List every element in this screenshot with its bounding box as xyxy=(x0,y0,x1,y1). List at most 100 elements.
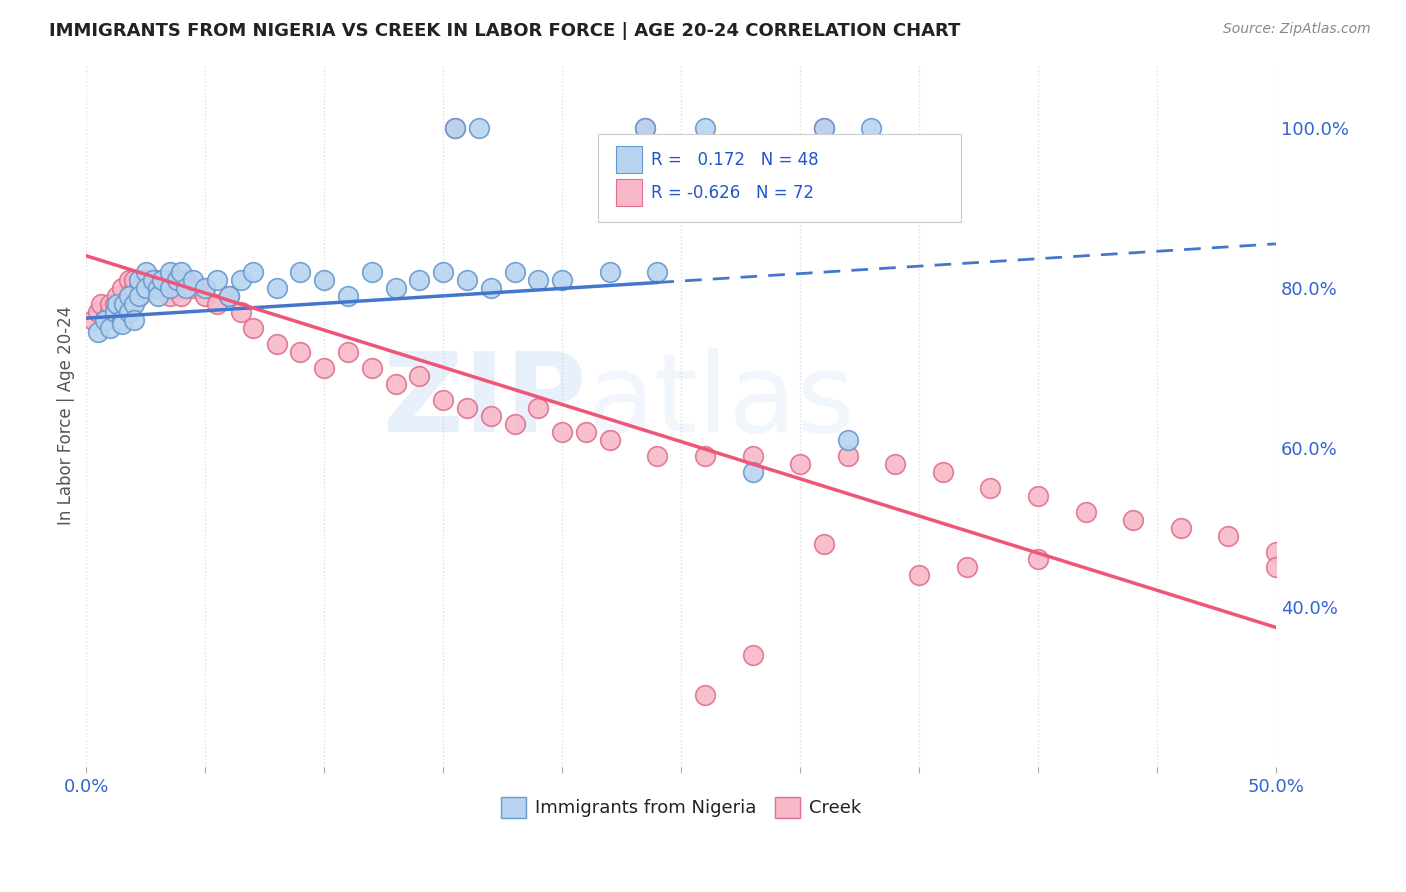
Point xyxy=(94,312,117,326)
Point xyxy=(314,273,336,287)
Legend: Immigrants from Nigeria, Creek: Immigrants from Nigeria, Creek xyxy=(494,789,869,825)
Point xyxy=(1265,560,1288,574)
Point xyxy=(444,120,467,135)
Point xyxy=(384,376,406,391)
Point xyxy=(152,281,174,295)
FancyBboxPatch shape xyxy=(616,179,643,206)
Point xyxy=(122,312,145,326)
Point xyxy=(170,281,193,295)
Point xyxy=(741,648,763,663)
Text: R = -0.626   N = 72: R = -0.626 N = 72 xyxy=(651,184,814,202)
Point xyxy=(693,449,716,463)
Point xyxy=(360,265,382,279)
Point xyxy=(813,120,835,135)
Point xyxy=(152,273,174,287)
Point xyxy=(837,433,859,447)
Point xyxy=(128,273,150,287)
Point xyxy=(503,417,526,431)
Point xyxy=(128,289,150,303)
Point xyxy=(266,281,288,295)
Point xyxy=(104,305,127,319)
Point xyxy=(98,297,121,311)
Point xyxy=(432,392,454,407)
Point xyxy=(142,273,165,287)
Point xyxy=(98,320,121,334)
Point xyxy=(813,120,835,135)
Point xyxy=(135,281,157,295)
Point xyxy=(444,120,467,135)
Point xyxy=(118,273,141,287)
Point xyxy=(456,273,478,287)
Point xyxy=(789,457,811,471)
Point xyxy=(146,281,169,295)
Point xyxy=(979,481,1001,495)
Text: ZIP: ZIP xyxy=(382,348,586,455)
Point xyxy=(122,273,145,287)
Point xyxy=(218,289,240,303)
Point xyxy=(229,305,252,319)
Point xyxy=(87,325,110,339)
Point xyxy=(956,560,979,574)
Point xyxy=(1026,489,1049,503)
Point xyxy=(87,305,110,319)
Point xyxy=(741,465,763,479)
Point xyxy=(1122,512,1144,526)
Point xyxy=(159,273,181,287)
Point xyxy=(432,265,454,279)
Point xyxy=(118,305,141,319)
Text: Source: ZipAtlas.com: Source: ZipAtlas.com xyxy=(1223,22,1371,37)
Point xyxy=(218,289,240,303)
Point xyxy=(122,297,145,311)
Point xyxy=(159,281,181,295)
Point xyxy=(242,320,264,334)
Point xyxy=(1026,552,1049,566)
Point xyxy=(94,312,117,326)
Point xyxy=(1170,520,1192,534)
FancyBboxPatch shape xyxy=(598,135,960,222)
Point xyxy=(118,289,141,303)
Text: atlas: atlas xyxy=(586,348,855,455)
Point xyxy=(551,425,574,439)
Point xyxy=(128,281,150,295)
Point xyxy=(479,281,502,295)
Y-axis label: In Labor Force | Age 20-24: In Labor Force | Age 20-24 xyxy=(58,306,75,525)
Point xyxy=(159,265,181,279)
Point xyxy=(551,273,574,287)
Point xyxy=(384,281,406,295)
Point xyxy=(479,409,502,423)
Point xyxy=(337,289,360,303)
Point xyxy=(170,265,193,279)
Point xyxy=(183,273,205,287)
Point xyxy=(174,281,197,295)
Point xyxy=(599,433,621,447)
Point xyxy=(105,289,128,303)
Point xyxy=(111,312,134,326)
Point xyxy=(82,312,104,326)
Point xyxy=(503,265,526,279)
Point xyxy=(599,265,621,279)
Point xyxy=(122,281,145,295)
Text: IMMIGRANTS FROM NIGERIA VS CREEK IN LABOR FORCE | AGE 20-24 CORRELATION CHART: IMMIGRANTS FROM NIGERIA VS CREEK IN LABO… xyxy=(49,22,960,40)
Point xyxy=(111,317,134,331)
Point xyxy=(112,297,135,311)
Point xyxy=(242,265,264,279)
Point xyxy=(693,120,716,135)
Point xyxy=(146,273,169,287)
Point xyxy=(527,273,550,287)
Point xyxy=(908,568,931,582)
Point xyxy=(111,281,134,295)
Point xyxy=(135,265,157,279)
Point xyxy=(741,449,763,463)
Point xyxy=(112,305,135,319)
Point xyxy=(135,281,157,295)
Point xyxy=(159,289,181,303)
Point xyxy=(111,297,134,311)
Text: R =   0.172   N = 48: R = 0.172 N = 48 xyxy=(651,151,820,169)
Point xyxy=(290,265,312,279)
Point xyxy=(468,120,491,135)
Point xyxy=(813,536,835,550)
Point xyxy=(194,289,217,303)
Point xyxy=(166,281,188,295)
Point xyxy=(634,120,657,135)
Point xyxy=(229,273,252,287)
